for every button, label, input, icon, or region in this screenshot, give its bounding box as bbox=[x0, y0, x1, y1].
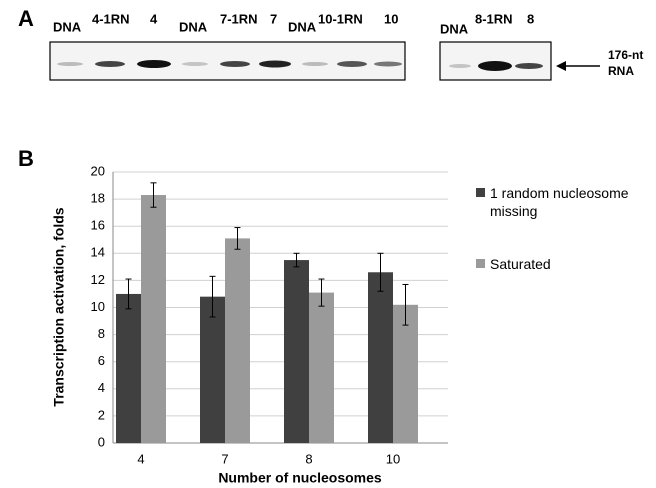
lane-label: 10-1RN bbox=[318, 11, 363, 26]
x-tick-label: 4 bbox=[137, 451, 144, 466]
lane-label: DNA bbox=[288, 19, 317, 34]
band-label: 176-nt bbox=[608, 48, 643, 62]
band-label: RNA bbox=[608, 64, 634, 78]
y-tick-label: 16 bbox=[91, 218, 105, 233]
x-axis-title: Number of nucleosomes bbox=[218, 470, 382, 486]
legend-swatch bbox=[476, 188, 485, 197]
lane-label: 7 bbox=[270, 11, 277, 26]
y-axis-title: Transcription activation, folds bbox=[51, 207, 67, 406]
y-tick-label: 2 bbox=[98, 407, 105, 422]
y-tick-label: 4 bbox=[98, 380, 105, 395]
panel-label: A bbox=[18, 6, 34, 31]
y-tick-label: 20 bbox=[91, 163, 105, 178]
lane-label: DNA bbox=[53, 19, 82, 34]
lane-label: 4-1RN bbox=[92, 11, 130, 26]
legend-label: 1 random nucleosome missing bbox=[490, 184, 640, 220]
panel-label: B bbox=[18, 146, 34, 171]
x-tick-label: 10 bbox=[386, 451, 400, 466]
bar bbox=[309, 293, 334, 443]
y-tick-label: 12 bbox=[91, 272, 105, 287]
arrow bbox=[556, 61, 600, 71]
lane-label: 8 bbox=[527, 11, 534, 26]
y-tick-label: 14 bbox=[91, 245, 105, 260]
x-tick-label: 8 bbox=[305, 451, 312, 466]
lane-label: DNA bbox=[179, 19, 208, 34]
bar bbox=[368, 272, 393, 443]
y-tick-label: 10 bbox=[91, 299, 105, 314]
gel-2 bbox=[440, 42, 551, 80]
legend-swatch bbox=[476, 259, 485, 268]
figure: A 176-nt RNA B Number of nucleosomes Tra… bbox=[0, 0, 656, 488]
bar bbox=[225, 238, 250, 443]
lane-label: DNA bbox=[440, 21, 469, 36]
lane-label: 8-1RN bbox=[475, 11, 513, 26]
y-tick-label: 18 bbox=[91, 191, 105, 206]
chart: A 176-nt RNA B Number of nucleosomes Tra… bbox=[0, 0, 656, 488]
gel-1 bbox=[50, 42, 405, 80]
lane-label: 4 bbox=[150, 11, 158, 26]
lane-label: 10 bbox=[384, 11, 398, 26]
y-tick-label: 6 bbox=[98, 353, 105, 368]
lane-label: 7-1RN bbox=[220, 11, 258, 26]
bar bbox=[116, 294, 141, 443]
y-tick-label: 0 bbox=[98, 434, 105, 449]
y-tick-label: 8 bbox=[98, 326, 105, 341]
legend-label: Saturated bbox=[490, 255, 640, 273]
x-tick-label: 7 bbox=[221, 451, 228, 466]
bar bbox=[141, 195, 166, 443]
bar bbox=[284, 260, 309, 443]
bar bbox=[200, 297, 225, 443]
